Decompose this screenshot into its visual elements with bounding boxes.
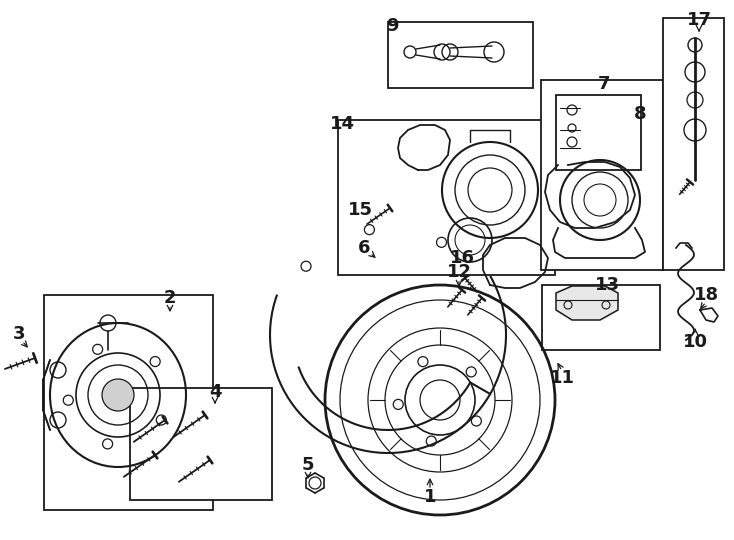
Text: 18: 18: [694, 286, 719, 304]
Text: 12: 12: [446, 263, 471, 281]
Bar: [130, 388, 272, 500]
Bar: [556, 95, 641, 170]
Text: 14: 14: [330, 115, 355, 133]
Text: 15: 15: [347, 201, 372, 219]
Text: 8: 8: [633, 105, 647, 123]
Bar: [44, 295, 213, 510]
Bar: [663, 18, 724, 270]
Text: 4: 4: [208, 383, 221, 401]
Text: 7: 7: [597, 75, 610, 93]
Text: 9: 9: [386, 17, 399, 35]
Text: 5: 5: [302, 456, 314, 474]
Polygon shape: [556, 286, 618, 320]
Text: 13: 13: [595, 276, 619, 294]
Bar: [542, 285, 660, 350]
Text: 16: 16: [449, 249, 474, 267]
Bar: [541, 80, 663, 270]
Bar: [388, 22, 533, 88]
Text: 6: 6: [357, 239, 370, 257]
Text: 17: 17: [686, 11, 711, 29]
Text: 11: 11: [550, 369, 575, 387]
Circle shape: [102, 379, 134, 411]
Text: 1: 1: [424, 488, 436, 506]
Text: 2: 2: [164, 289, 176, 307]
Text: 3: 3: [12, 325, 25, 343]
Text: 10: 10: [683, 333, 708, 351]
Bar: [338, 120, 555, 275]
